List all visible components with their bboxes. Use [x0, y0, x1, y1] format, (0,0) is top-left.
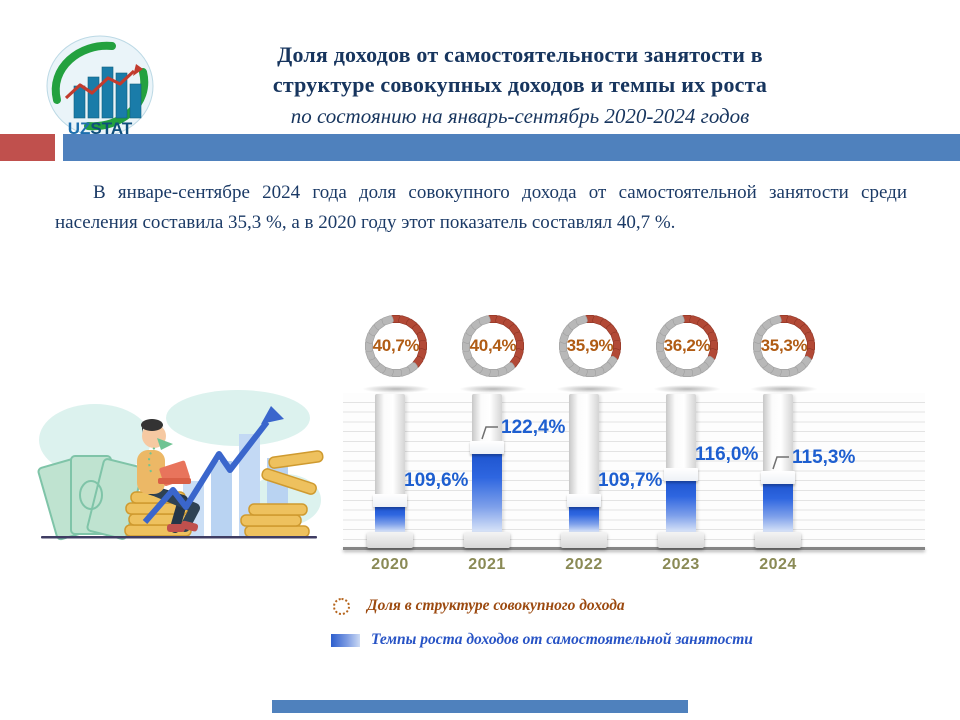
- self-employment-illustration: [33, 378, 325, 550]
- growth-bar-2020: [375, 507, 405, 532]
- footer-accent-bar: [272, 700, 688, 713]
- ring-shadow-2023: [653, 385, 721, 393]
- dotted-circle-icon: [333, 597, 350, 615]
- title-line-2: структуре совокупных доходов и темпы их …: [272, 72, 768, 97]
- growth-bar-cap-2023: [664, 468, 698, 481]
- ring-shadow-2022: [556, 385, 624, 393]
- header-accent-blue-band: [63, 134, 960, 161]
- growth-value-label-2024: 115,3%: [792, 447, 856, 468]
- legend-label-1: Доля в структуре совокупного дохода: [367, 597, 625, 614]
- column-pedestal-2022: [561, 532, 607, 548]
- legend-item-2: Темпы роста доходов от самостоятельной з…: [331, 630, 753, 650]
- growth-bar-cap-2022: [567, 494, 601, 507]
- growth-bar-cap-2021: [470, 441, 504, 454]
- ring-shadow-2024: [750, 385, 818, 393]
- share-value-label-2023: 36,2%: [663, 336, 711, 355]
- year-label-2020: 2020: [371, 556, 409, 573]
- logo-text-stat: STAT: [90, 119, 132, 138]
- paper-plane-icon: [148, 438, 173, 473]
- growth-value-label-2021: 122,4%: [501, 417, 566, 438]
- chart: 40,7% 109,6% 2020 40,4% 122,4% 2021 35,9% 109,7…: [330, 298, 935, 590]
- year-label-2021: 2021: [468, 556, 506, 573]
- column-pedestal-2020: [367, 532, 413, 548]
- title-subtitle: по состоянию на январь-сентябрь 2020-202…: [290, 104, 750, 128]
- person-icon: [137, 419, 200, 533]
- growth-bar-2021: [472, 454, 502, 532]
- share-value-label-2022: 35,9%: [566, 336, 614, 355]
- coins-right-icon: [240, 450, 324, 538]
- growth-bar-2023: [666, 481, 696, 532]
- uzstat-logo-icon: UZSTAT: [44, 34, 156, 142]
- x-axis-line: [343, 547, 925, 550]
- year-label-2023: 2023: [662, 556, 700, 573]
- share-ring-badge-2022: 35,9%: [554, 310, 626, 382]
- logo-text-uz: UZ: [68, 119, 91, 138]
- growth-arrow-icon: [142, 406, 284, 524]
- leader-line-2021: [481, 425, 499, 441]
- column-pedestal-2024: [755, 532, 801, 548]
- share-ring-badge-2023: 36,2%: [651, 310, 723, 382]
- chart-legend: Доля в структуре совокупного дохода Темпы…: [331, 596, 753, 664]
- growth-value-label-2023: 116,0%: [695, 444, 759, 465]
- share-value-label-2020: 40,7%: [372, 336, 420, 355]
- legend-label-2: Темпы роста доходов от самостоятельной з…: [371, 631, 753, 648]
- page-title: Доля доходов от самостоятельности занято…: [160, 40, 880, 130]
- legend-item-1: Доля в структуре совокупного дохода: [333, 596, 753, 616]
- growth-bar-2024: [763, 484, 793, 532]
- banknotes-icon: [37, 455, 144, 541]
- gradient-bar-icon: [331, 633, 360, 647]
- column-pedestal-2023: [658, 532, 704, 548]
- plot-gridlines: [343, 393, 925, 549]
- laptop-icon: [158, 460, 191, 487]
- header-accent-red-block: [0, 134, 55, 161]
- growth-value-label-2022: 109,7%: [598, 470, 663, 491]
- growth-bar-2022: [569, 507, 599, 532]
- share-value-label-2021: 40,4%: [469, 336, 517, 355]
- leader-line-2024: [772, 455, 790, 471]
- share-ring-badge-2020: 40,7%: [360, 310, 432, 382]
- ring-shadow-2020: [362, 385, 430, 393]
- growth-bar-cap-2020: [373, 494, 407, 507]
- year-label-2022: 2022: [565, 556, 603, 573]
- share-ring-badge-2021: 40,4%: [457, 310, 529, 382]
- intro-paragraph: В январе-сентябре 2024 года доля совокуп…: [55, 182, 907, 234]
- ring-shadow-2021: [459, 385, 527, 393]
- column-pedestal-2021: [464, 532, 510, 548]
- year-label-2024: 2024: [759, 556, 797, 573]
- share-value-label-2024: 35,3%: [760, 336, 808, 355]
- growth-bar-cap-2024: [761, 471, 795, 484]
- svg-text:UZSTAT: UZSTAT: [68, 119, 133, 138]
- title-line-1: Доля доходов от самостоятельности занято…: [277, 42, 763, 67]
- growth-value-label-2020: 109,6%: [404, 470, 469, 491]
- share-ring-badge-2024: 35,3%: [748, 310, 820, 382]
